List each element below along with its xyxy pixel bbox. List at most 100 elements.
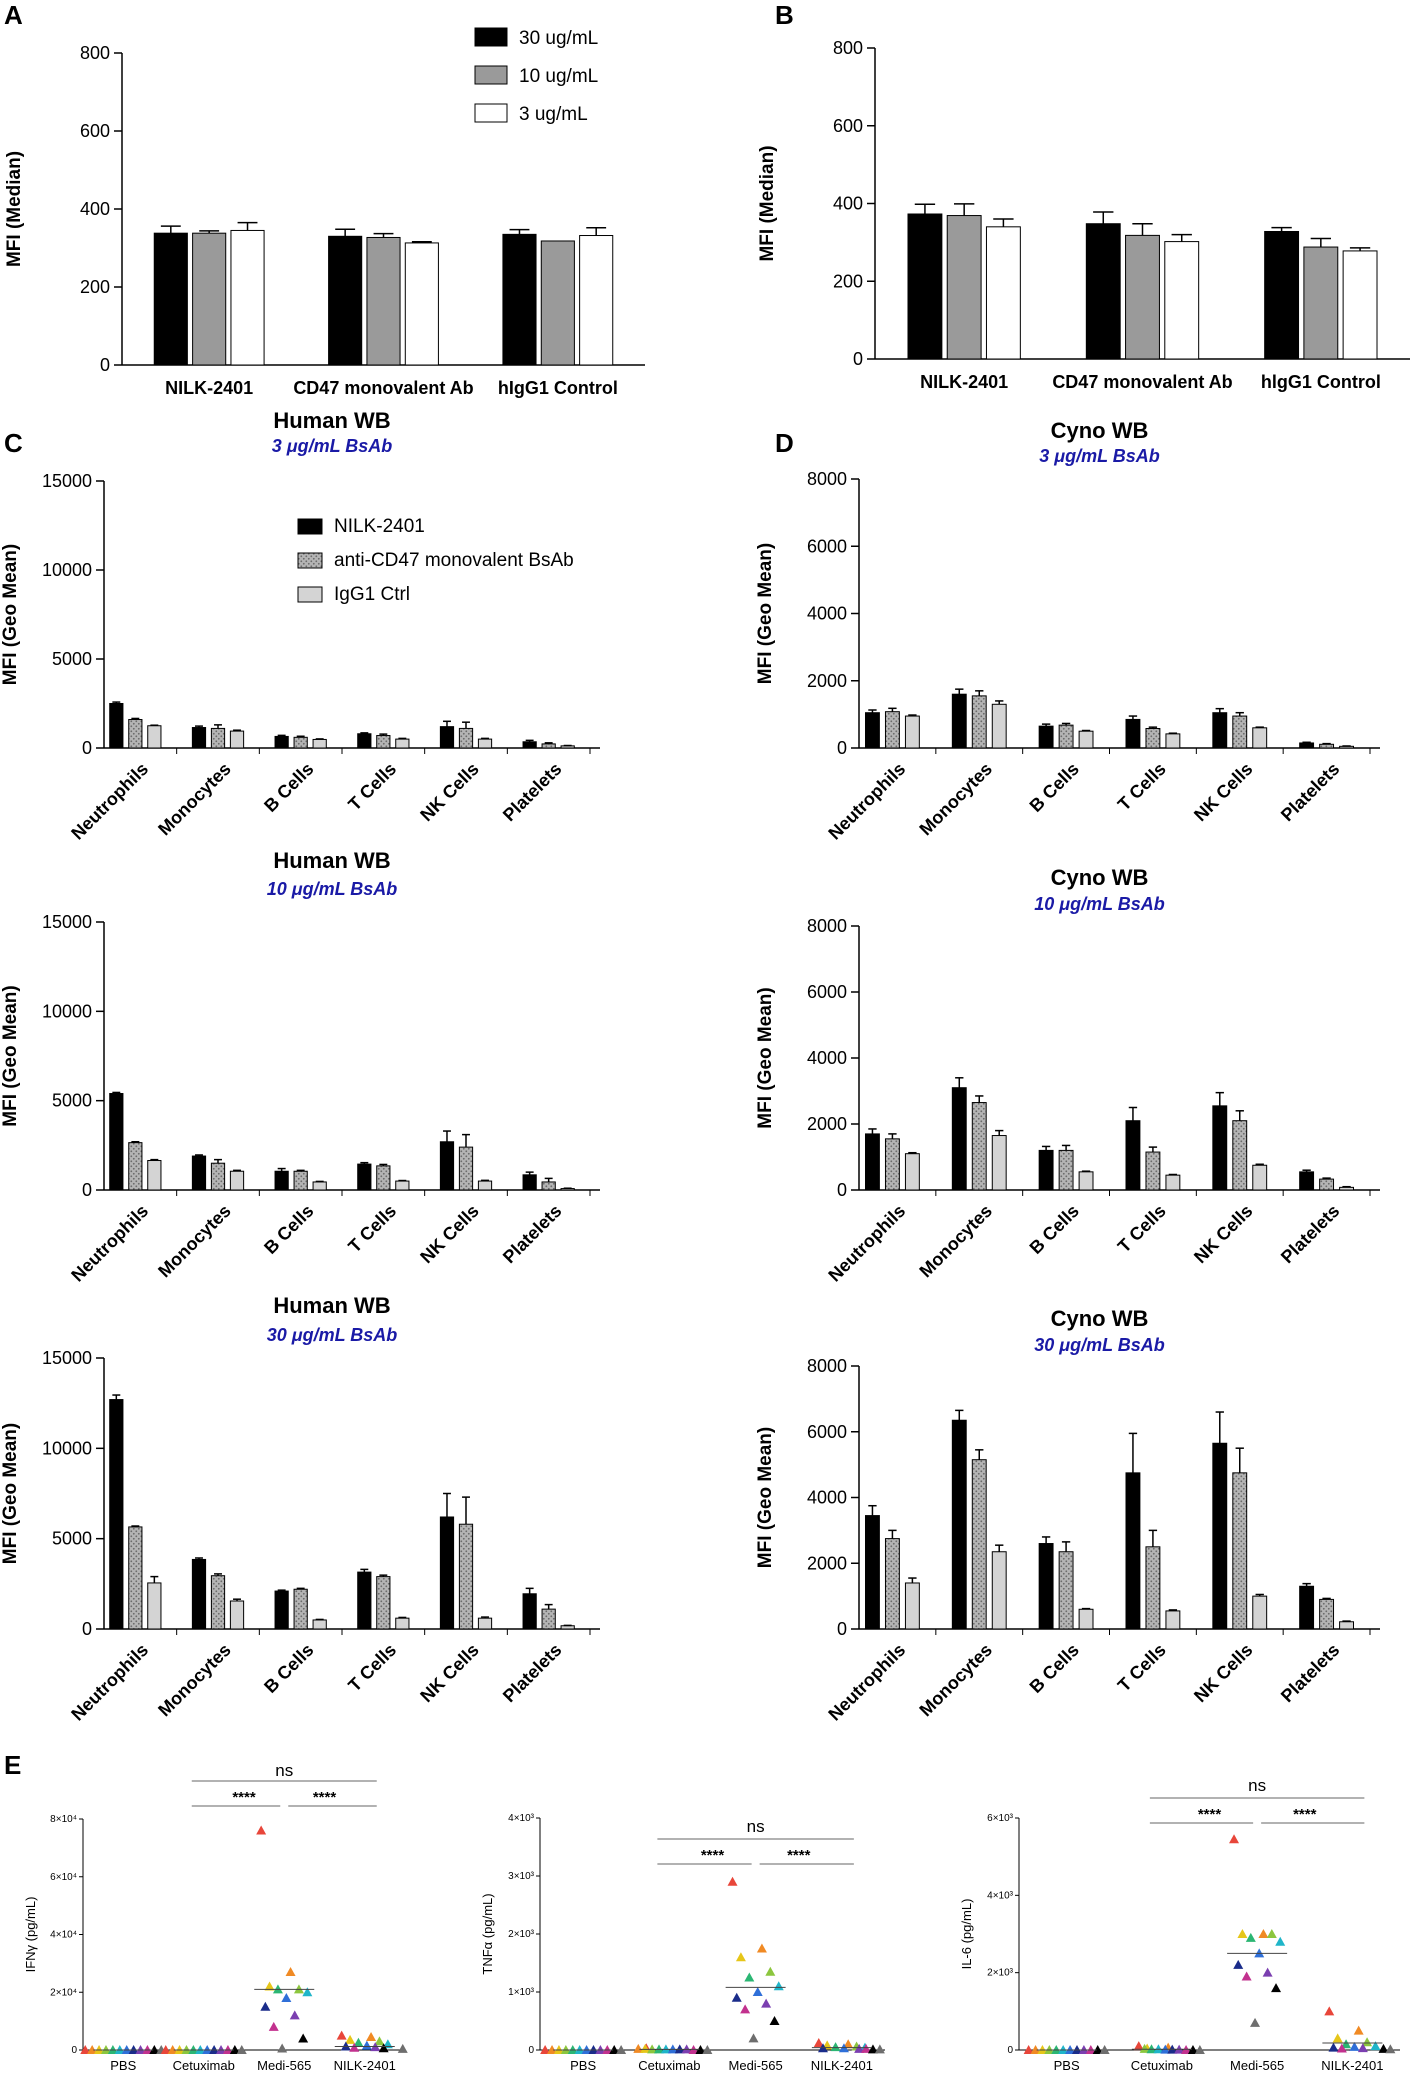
data-point bbox=[256, 1825, 267, 1835]
bar-1-1 bbox=[366, 236, 401, 366]
data-point bbox=[1262, 1967, 1273, 1977]
bar-1-1 bbox=[971, 1459, 987, 1630]
data-point bbox=[1332, 2033, 1343, 2043]
x-tick-label: Platelets bbox=[499, 1640, 566, 1707]
x-tick-label: NK Cells bbox=[1190, 1640, 1256, 1706]
bar-0-2 bbox=[985, 226, 1021, 360]
data-point bbox=[1353, 2025, 1364, 2035]
bar-3-2 bbox=[395, 738, 410, 749]
data-point bbox=[229, 2045, 240, 2054]
bar-1-0 bbox=[951, 1087, 967, 1191]
bar-2-0 bbox=[1038, 1543, 1054, 1630]
bar-0-0 bbox=[864, 1515, 880, 1630]
bar-4-0 bbox=[1212, 712, 1228, 749]
data-point bbox=[740, 2004, 751, 2014]
bar-0-1 bbox=[884, 1538, 900, 1630]
legend-label-1: anti-CD47 monovalent BsAb bbox=[334, 550, 574, 571]
data-point bbox=[874, 2044, 885, 2054]
data-point bbox=[761, 1998, 772, 2008]
y-tick-label: 400 bbox=[80, 199, 110, 219]
bar-1-0 bbox=[328, 235, 363, 366]
bar-2-1 bbox=[1058, 724, 1074, 749]
chart-title: Human WB bbox=[273, 408, 390, 433]
sig-label-ns: ns bbox=[747, 1817, 765, 1836]
bar-4-1 bbox=[458, 1523, 474, 1630]
bar-5-0 bbox=[1299, 1171, 1315, 1191]
bar-2-0 bbox=[502, 233, 537, 366]
y-tick-label: 0 bbox=[71, 2045, 77, 2056]
data-point bbox=[277, 2043, 288, 2053]
bar-4-0 bbox=[1212, 1105, 1228, 1191]
data-point bbox=[727, 1876, 738, 1886]
chart-subtitle: 10 μg/mL BsAb bbox=[267, 879, 398, 899]
data-point bbox=[1362, 2037, 1373, 2047]
data-point bbox=[609, 2045, 620, 2054]
bar-1-0 bbox=[951, 1419, 967, 1630]
bar-5-1 bbox=[1319, 1178, 1335, 1191]
data-point bbox=[1139, 2043, 1150, 2053]
legend-label-2: 3 ug/mL bbox=[519, 104, 588, 125]
x-tick-label: NK Cells bbox=[416, 1201, 482, 1267]
bar-2-2 bbox=[1078, 1171, 1094, 1191]
x-tick-label: Platelets bbox=[499, 759, 566, 826]
y-tick-label: 6×10³ bbox=[987, 1813, 1014, 1824]
bar-3-0 bbox=[1125, 1120, 1141, 1191]
y-tick-label: 0 bbox=[82, 1619, 92, 1639]
panel-label-c: C bbox=[4, 428, 23, 458]
bar-4-2 bbox=[477, 1617, 493, 1630]
bar-2-1 bbox=[1303, 246, 1339, 360]
y-tick-label: 0 bbox=[528, 2045, 534, 2056]
y-tick-label: 10000 bbox=[42, 1438, 92, 1458]
legend-label-0: 30 ug/mL bbox=[519, 28, 598, 49]
data-point bbox=[1229, 1834, 1240, 1844]
x-tick-label: B Cells bbox=[1026, 1640, 1083, 1697]
bar-3-0 bbox=[357, 1571, 372, 1630]
bar-0-0 bbox=[907, 213, 943, 360]
bar-5-0 bbox=[522, 1174, 537, 1191]
data-point bbox=[1349, 2041, 1360, 2051]
y-axis-label: MFI (Geo Mean) bbox=[0, 1423, 21, 1564]
data-point bbox=[1378, 2043, 1389, 2053]
y-tick-label: 5000 bbox=[52, 1091, 92, 1111]
y-tick-label: 15000 bbox=[42, 471, 92, 491]
data-point bbox=[236, 2045, 247, 2054]
data-point bbox=[1370, 2041, 1381, 2051]
x-tick-label: Monocytes bbox=[915, 759, 996, 840]
y-tick-label: 800 bbox=[833, 38, 863, 58]
data-point bbox=[268, 2021, 279, 2031]
data-point bbox=[336, 2030, 347, 2040]
data-point bbox=[349, 2042, 360, 2052]
bar-1-2 bbox=[404, 242, 439, 366]
x-tick-label: Platelets bbox=[1277, 1640, 1344, 1707]
bar-1-2 bbox=[991, 1551, 1007, 1630]
x-tick-label: NILK-2401 bbox=[334, 2058, 396, 2073]
bar-5-1 bbox=[1319, 1598, 1335, 1630]
legend-swatch-0 bbox=[474, 27, 508, 47]
y-tick-label: 3×10³ bbox=[508, 1871, 535, 1882]
bar-0-0 bbox=[109, 703, 124, 749]
bar-5-2 bbox=[560, 1625, 575, 1630]
data-point bbox=[861, 2043, 872, 2053]
bar-1-2 bbox=[229, 1170, 245, 1191]
x-tick-label: hlgG1 Control bbox=[1261, 372, 1381, 392]
data-point bbox=[1023, 2045, 1034, 2054]
sig-label-2: **** bbox=[787, 1847, 811, 1864]
data-point bbox=[752, 1987, 763, 1996]
y-tick-label: 200 bbox=[833, 271, 863, 291]
y-tick-label: 0 bbox=[853, 349, 863, 369]
sig-label-1: **** bbox=[701, 1847, 725, 1864]
bar-5-1 bbox=[541, 1608, 556, 1630]
x-tick-label: Platelets bbox=[499, 1201, 566, 1268]
y-tick-label: 2×10³ bbox=[508, 1929, 535, 1940]
y-axis-label: MFI (Median) bbox=[4, 151, 25, 267]
x-tick-label: Medi-565 bbox=[257, 2058, 311, 2073]
y-tick-label: 0 bbox=[100, 355, 110, 375]
x-tick-label: CD47 monovalent Ab bbox=[1052, 372, 1232, 392]
y-axis-label: MFI (Geo Mean) bbox=[0, 985, 21, 1126]
chart-subtitle: 30 μg/mL BsAb bbox=[267, 1325, 398, 1345]
bar-4-2 bbox=[477, 738, 493, 749]
bar-0-0 bbox=[864, 712, 880, 749]
y-axis-label: MFI (Median) bbox=[757, 145, 778, 261]
bar-3-1 bbox=[1145, 727, 1161, 749]
bar-3-2 bbox=[1165, 1174, 1181, 1191]
